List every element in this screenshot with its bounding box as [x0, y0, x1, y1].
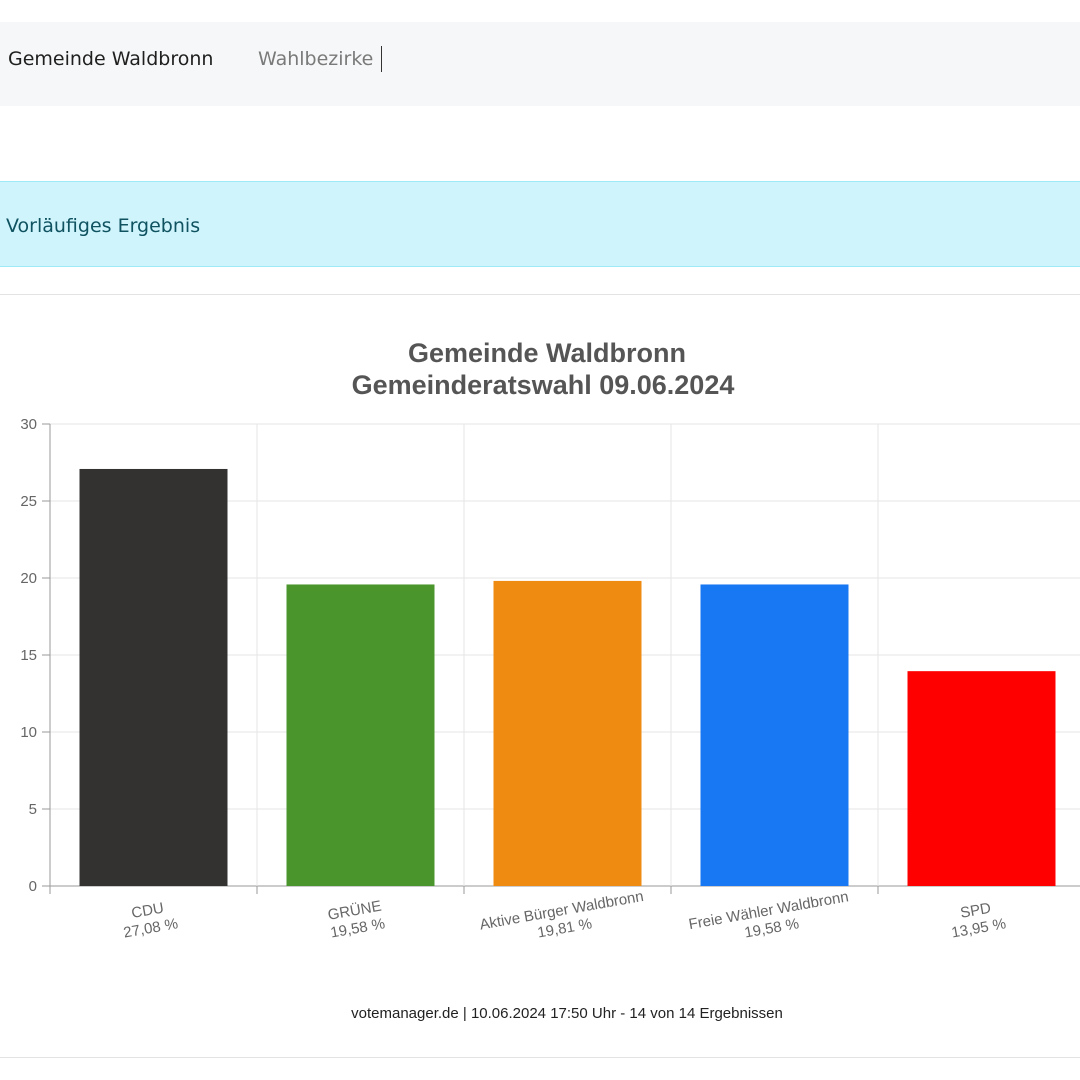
y-tick-label: 25: [20, 493, 37, 510]
y-tick-label: 10: [20, 724, 37, 741]
breadcrumb-item-gemeinde[interactable]: Gemeinde Waldbronn: [8, 48, 214, 70]
x-tick-label: SPD: [959, 900, 992, 922]
bar-2[interactable]: [493, 580, 642, 886]
bar-value-label: 27,08 %: [122, 915, 179, 941]
bar-4[interactable]: [907, 671, 1056, 886]
bar-3[interactable]: [700, 584, 849, 886]
divider-top: [0, 294, 1080, 295]
y-tick-label: 30: [20, 416, 37, 433]
bar-value-label: 13,95 %: [950, 915, 1007, 941]
status-alert-text: Vorläufiges Ergebnis: [6, 215, 201, 237]
breadcrumb-item-wahlbezirke[interactable]: Wahlbezirke: [258, 46, 383, 72]
chart-footer: votemanager.de | 10.06.2024 17:50 Uhr - …: [351, 1005, 783, 1022]
y-tick-label: 5: [29, 801, 37, 818]
y-axis-ticks: 0 5 10 15 20 25 30: [20, 416, 50, 895]
bar-chart: Gemeinde Waldbronn Gemeinderatswahl 09.0…: [20, 338, 1080, 1022]
bar-1[interactable]: [286, 584, 435, 886]
chart-card: Gemeinde Waldbronn Gemeinderatswahl 09.0…: [0, 296, 1080, 1056]
breadcrumb: Gemeinde Waldbronn Wahlbezirke: [0, 22, 1080, 106]
chart-subtitle: Gemeinderatswahl 09.06.2024: [352, 370, 735, 400]
chart-title: Gemeinde Waldbronn: [408, 338, 686, 368]
chart-bars: [79, 468, 1056, 886]
y-tick-label: 20: [20, 570, 37, 587]
status-alert: Vorläufiges Ergebnis: [0, 181, 1080, 267]
y-tick-label: 0: [29, 878, 37, 895]
x-tick-label: CDU: [130, 900, 165, 922]
y-tick-label: 15: [20, 647, 37, 664]
bar-0[interactable]: [79, 468, 228, 886]
divider-bottom: [0, 1057, 1080, 1058]
